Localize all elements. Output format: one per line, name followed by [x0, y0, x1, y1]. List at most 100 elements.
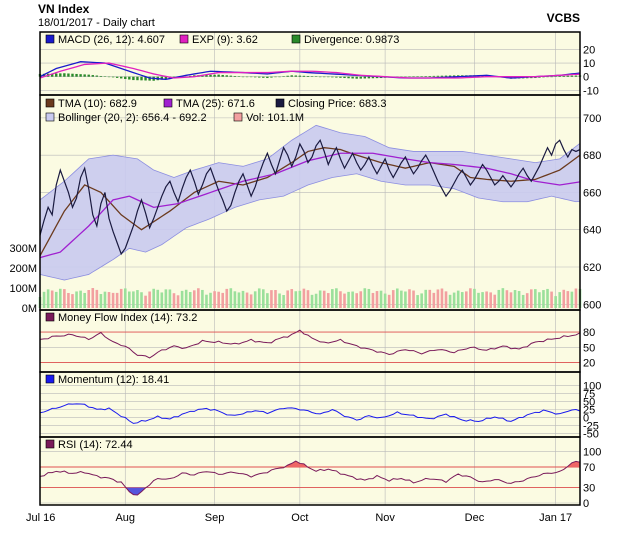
legend-swatch: [45, 439, 55, 449]
volume-bar: [371, 292, 375, 308]
volume-bar: [525, 293, 529, 308]
x-tick-label: Jan 17: [539, 512, 572, 524]
volume-bar: [469, 288, 472, 308]
chart-subtitle: 18/01/2017 - Daily chart: [38, 17, 155, 29]
volume-bar: [75, 291, 78, 308]
volume-bar: [201, 289, 204, 308]
volume-bar: [517, 291, 521, 308]
divergence-bar: [314, 76, 318, 77]
divergence-bar: [164, 76, 168, 80]
volume-bar: [493, 294, 497, 308]
volume-bar: [99, 294, 103, 308]
volume-bar: [87, 290, 91, 308]
divergence-bar: [87, 74, 90, 77]
divergence-bar: [120, 76, 123, 79]
divergence-bar: [440, 75, 444, 77]
divergence-bar: [189, 75, 192, 77]
y-tick-label: 0: [583, 72, 589, 84]
volume-bar: [229, 288, 233, 308]
volume-bar: [83, 292, 86, 308]
divergence-bar: [67, 73, 70, 77]
divergence-bar: [302, 75, 306, 77]
volume-bar: [566, 291, 570, 308]
volume-bar: [554, 296, 557, 308]
volume-bar: [465, 291, 468, 308]
divergence-bar: [485, 75, 488, 77]
divergence-bar: [554, 76, 557, 77]
divergence-bar: [306, 75, 310, 77]
volume-bar: [513, 290, 517, 308]
volume-bar: [391, 290, 395, 308]
y-tick-label: -50: [583, 428, 599, 440]
divergence-bar: [542, 76, 545, 78]
divergence-bar: [339, 76, 342, 78]
volume-bar: [205, 294, 208, 308]
volume-bar: [176, 295, 180, 308]
volume-bar: [71, 294, 74, 308]
volume-bar: [262, 289, 265, 308]
volume-bar: [509, 292, 513, 308]
volume-bar: [322, 290, 326, 308]
volume-bar: [213, 291, 216, 308]
volume-bar: [335, 288, 338, 308]
divergence-bar: [367, 76, 371, 79]
volume-bar: [63, 289, 66, 308]
volume-bar: [318, 290, 322, 308]
volume-bar: [278, 293, 281, 308]
volume-bar: [197, 288, 200, 308]
volume-bar: [355, 293, 358, 308]
volume-bar: [67, 292, 70, 308]
divergence-bar: [335, 76, 338, 78]
divergence-bar: [71, 73, 74, 77]
divergence-bar: [448, 75, 452, 77]
y-tick-label: 100: [583, 447, 601, 459]
divergence-bar: [534, 76, 537, 79]
legend-swatch: [45, 312, 55, 322]
x-tick-label: Aug: [115, 512, 135, 524]
volume-bar: [119, 288, 123, 308]
volume-bar: [404, 291, 407, 308]
volume-bar: [274, 290, 277, 308]
divergence-bar: [400, 76, 403, 78]
volume-bar: [266, 293, 269, 308]
legend-label: Vol: 101.1M: [246, 112, 304, 124]
volume-bar: [558, 292, 561, 308]
volume-bar: [156, 289, 160, 308]
divergence-bar: [282, 76, 285, 77]
volume-bar: [436, 289, 440, 308]
legend-label: RSI (14): 72.44: [58, 439, 133, 451]
volume-bar: [485, 291, 488, 308]
x-tick-label: Sep: [205, 512, 225, 524]
volume-bar: [225, 288, 229, 308]
divergence-bar: [249, 76, 253, 78]
y-tick-label: 0: [583, 412, 589, 424]
y-tick-label: 25: [583, 405, 595, 417]
y-tick-label: 660: [583, 187, 601, 199]
y-tick-label: 20: [583, 357, 595, 369]
divergence-bar: [310, 76, 314, 77]
volume-tick-label: 300M: [9, 243, 37, 255]
divergence-bar: [111, 76, 115, 78]
y-tick-label: 50: [583, 342, 595, 354]
volume-bar: [570, 291, 574, 308]
volume-bar: [46, 289, 50, 308]
volume-bar: [123, 288, 127, 308]
volume-bar: [95, 289, 99, 308]
divergence-bar: [404, 76, 407, 78]
volume-bar: [460, 292, 464, 308]
volume-bar: [428, 289, 432, 308]
volume-bar: [343, 293, 346, 308]
volume-bar: [164, 289, 168, 308]
divergence-bar: [290, 75, 293, 77]
legend-label: Divergence: 0.9873: [304, 34, 399, 46]
divergence-bar: [323, 76, 326, 78]
tma10-line: [39, 147, 581, 257]
divergence-bar: [245, 76, 249, 78]
y-tick-label: 30: [583, 483, 595, 495]
volume-bar: [314, 293, 318, 308]
divergence-bar: [452, 75, 456, 77]
volume-bar: [140, 292, 143, 308]
volume-bar: [546, 288, 549, 308]
divergence-bar: [79, 74, 82, 77]
